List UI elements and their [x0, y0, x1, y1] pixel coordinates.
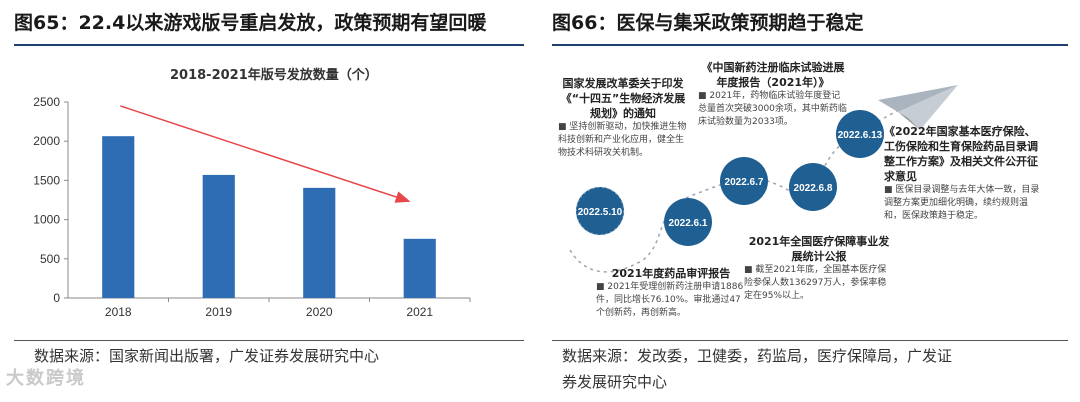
right-figure-title: 图66：医保与集采政策预期趋于稳定	[552, 12, 864, 34]
x-tick-label: 2020	[306, 305, 333, 319]
right-source-line1: 数据来源：发改委，卫健委，药监局，医疗保障局，广发证	[562, 347, 953, 365]
timeline-graphic: 2022.5.10 2022.6.1 2022.6.7 2022.6.8 202…	[569, 85, 958, 273]
left-source-rule	[14, 340, 524, 341]
event-4-heading: 2021年全国医疗保障事业发展统计公报	[748, 235, 890, 263]
trend-arrow	[120, 105, 411, 203]
event-3: 《中国新药注册临床试验进展年度报告（2021年）》 ■ 2021年，药物临床试验…	[698, 60, 848, 129]
date-label-2: 2022.6.1	[669, 218, 708, 229]
event-1: 国家发展改革委关于印发《“十四五”生物经济发展规划》的通知 ■ 坚持创新驱动，加…	[558, 76, 688, 160]
x-tick-label: 2021	[406, 305, 433, 319]
left-source: 数据来源：国家新闻出版署，广发证券发展研究中心	[34, 347, 380, 365]
date-circle-5	[836, 110, 884, 158]
right-source-rule	[552, 340, 1068, 341]
date-circle-2	[664, 198, 712, 246]
bar-2021	[403, 238, 436, 298]
event-5-bullet: ■ 医保目录调整与去年大体一致，目录调整方案更加细化明确，续约规则温和，医保政策…	[884, 185, 1040, 221]
event-5-heading: 《2022年国家基本医疗保险、工伤保险和生育保险药品目录调整工作方案》及相关文件…	[884, 125, 1038, 183]
event-1-bullet: ■ 坚持创新驱动，加快推进生物科技创新和产业化应用，健全生物技术科研攻关机制。	[558, 122, 687, 158]
event-2-heading: 2021年度药品审评报告	[611, 267, 731, 280]
date-circle-4	[789, 163, 837, 211]
event-2: 2021年度药品审评报告 ■ 2021年受理创新药注册申请1886件，同比增长7…	[596, 266, 746, 320]
event-3-bullet: ■ 2021年，药物临床试验年度登记总量首次突破3000余项，其中新药临床试验数…	[698, 91, 847, 127]
x-tick-label: 2019	[205, 305, 232, 319]
date-label-5: 2022.6.13	[838, 130, 883, 141]
right-title-rule	[552, 44, 1068, 46]
event-5: 《2022年国家基本医疗保险、工伤保险和生育保险药品目录调整工作方案》及相关文件…	[884, 124, 1044, 223]
x-tick-label: 2018	[105, 305, 132, 319]
chart-title: 2018-2021年版号发放数量（个）	[170, 68, 378, 83]
date-circle-1	[575, 186, 625, 236]
bar-chart-panel: 2018-2021年版号发放数量（个） 0 500 1000 1500 2000 2500…	[0, 50, 530, 340]
bar-2020	[303, 187, 336, 298]
y-tick-label: 1000	[33, 213, 60, 227]
paper-plane-icon	[878, 85, 958, 130]
timeline-panel: 2022.5.10 2022.6.1 2022.6.7 2022.6.8 202…	[548, 50, 1080, 340]
date-circle-3	[720, 157, 768, 205]
y-tick-label: 1500	[33, 173, 60, 187]
event-1-heading: 国家发展改革委关于印发《“十四五”生物经济发展规划》的通知	[560, 77, 686, 120]
bar-2018	[102, 136, 135, 298]
left-title-rule	[14, 44, 524, 46]
bar-chart: 0 500 1000 1500 2000 2500 2018 2019 2020 2021	[33, 95, 471, 319]
y-tick-label: 2500	[33, 95, 60, 109]
event-4-bullet: ■ 截至2021年底，全国基本医疗保险参保人数136297万人，参保率稳定在95…	[744, 265, 887, 301]
event-4: 2021年全国医疗保障事业发展统计公报 ■ 截至2021年底，全国基本医疗保险参…	[744, 234, 894, 303]
event-2-bullet: ■ 2021年受理创新药注册申请1886件，同比增长76.10%。审批通过47个…	[596, 282, 744, 318]
y-tick-label: 500	[40, 252, 60, 266]
date-label-3: 2022.6.7	[725, 177, 764, 188]
date-label-1: 2022.5.10	[578, 207, 623, 218]
bar-2019	[202, 174, 235, 298]
y-tick-label: 2000	[33, 134, 60, 148]
y-tick-label: 0	[53, 291, 60, 305]
event-3-heading: 《中国新药注册临床试验进展年度报告（2021年）》	[701, 61, 845, 89]
watermark-logo: 大数跨境	[6, 368, 86, 389]
date-label-4: 2022.6.8	[794, 183, 833, 194]
right-source-line2: 券发展研究中心	[562, 373, 668, 391]
left-figure-title: 图65：22.4以来游戏版号重启发放，政策预期有望回暖	[14, 12, 487, 34]
